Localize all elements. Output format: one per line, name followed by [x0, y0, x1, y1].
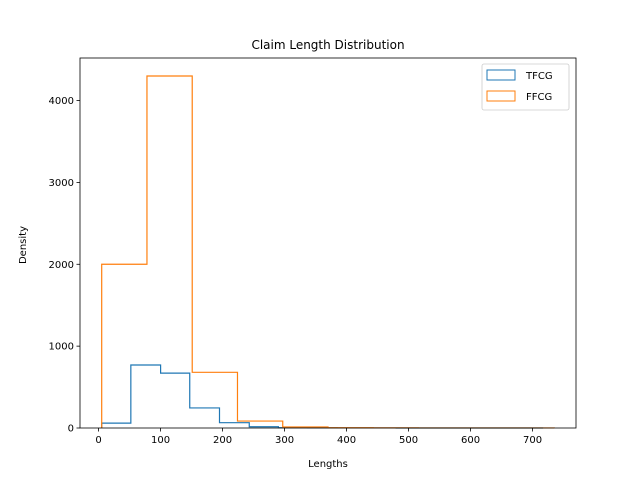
x-tick-label-400: 400 — [337, 435, 356, 446]
x-tick-label-0: 0 — [95, 435, 101, 446]
x-tick-label-600: 600 — [461, 435, 480, 446]
x-tick-label-300: 300 — [275, 435, 294, 446]
x-tick-label-100: 100 — [151, 435, 170, 446]
x-axis: 0 100 200 300 400 500 600 700 — [95, 428, 542, 446]
y-axis: 0 1000 2000 3000 4000 — [49, 96, 80, 435]
chart-title: Claim Length Distribution — [251, 38, 404, 52]
y-tick-label-1000: 1000 — [49, 342, 74, 353]
y-tick-label-2000: 2000 — [49, 260, 74, 271]
y-axis-label: Density — [18, 226, 29, 264]
series-ffcg-step — [101, 75, 555, 429]
y-tick-label-0: 0 — [68, 424, 74, 435]
legend-label-tfcg: TFCG — [525, 71, 553, 82]
y-tick-label-4000: 4000 — [49, 96, 74, 107]
plot-area — [79, 57, 577, 429]
legend-box — [481, 63, 570, 111]
legend-label-ffcg: FFCG — [526, 92, 552, 103]
legend: TFCG FFCG — [481, 63, 570, 111]
legend-swatch-tfcg — [486, 69, 516, 81]
x-axis-label: Lengths — [308, 459, 348, 470]
y-tick-label-3000: 3000 — [49, 178, 74, 189]
axes-frame — [79, 57, 577, 429]
legend-swatch-ffcg — [486, 90, 516, 102]
x-tick-label-700: 700 — [523, 435, 542, 446]
x-tick-label-200: 200 — [213, 435, 232, 446]
x-tick-label-500: 500 — [399, 435, 418, 446]
series-tfcg-step — [101, 364, 544, 429]
